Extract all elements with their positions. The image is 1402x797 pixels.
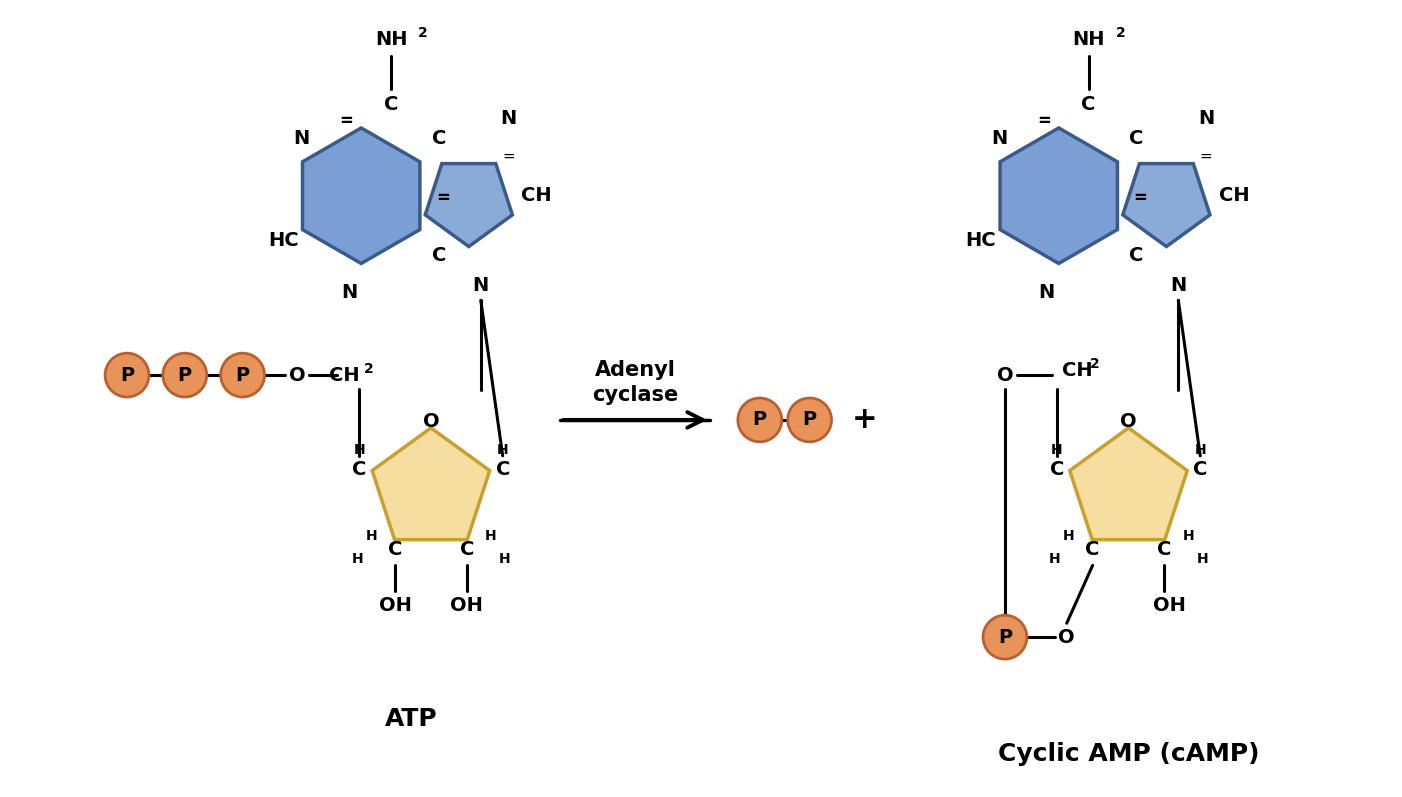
Polygon shape	[425, 163, 512, 246]
Polygon shape	[1070, 428, 1187, 540]
Circle shape	[737, 398, 782, 442]
Text: H: H	[352, 552, 363, 567]
Text: H: H	[1063, 528, 1074, 543]
Text: CH: CH	[1061, 360, 1092, 379]
Text: OH: OH	[1152, 596, 1186, 614]
Text: Cyclic AMP (cAMP): Cyclic AMP (cAMP)	[998, 742, 1259, 766]
Text: O: O	[1059, 628, 1075, 646]
Polygon shape	[1000, 128, 1117, 264]
Text: C: C	[352, 460, 366, 479]
Circle shape	[163, 353, 206, 397]
Text: N: N	[293, 129, 310, 148]
Text: 2: 2	[1089, 357, 1099, 371]
Circle shape	[983, 615, 1026, 659]
Text: N: N	[1171, 276, 1186, 295]
Text: HC: HC	[966, 231, 997, 250]
Text: C: C	[1193, 460, 1207, 479]
Text: C: C	[1157, 540, 1172, 559]
Text: C: C	[495, 460, 510, 479]
Text: N: N	[501, 109, 517, 128]
Text: C: C	[432, 246, 446, 265]
Text: =: =	[436, 189, 450, 206]
Text: N: N	[1039, 283, 1054, 302]
Circle shape	[105, 353, 149, 397]
Text: P: P	[802, 410, 817, 430]
Text: NH: NH	[1073, 29, 1105, 49]
Text: N: N	[1199, 109, 1214, 128]
Circle shape	[220, 353, 265, 397]
Text: H: H	[1049, 552, 1060, 567]
Text: P: P	[121, 366, 135, 385]
Text: OH: OH	[450, 596, 484, 614]
Text: P: P	[753, 410, 767, 430]
Text: HC: HC	[268, 231, 299, 250]
Text: C: C	[1050, 460, 1064, 479]
Text: =: =	[1134, 189, 1147, 206]
Text: +: +	[851, 406, 878, 434]
Text: H: H	[1195, 443, 1206, 457]
Text: CH: CH	[522, 186, 552, 205]
Text: P: P	[998, 628, 1012, 646]
Text: =: =	[502, 148, 515, 163]
Text: P: P	[178, 366, 192, 385]
Text: ATP: ATP	[384, 707, 437, 731]
Polygon shape	[1123, 163, 1210, 246]
Text: =: =	[339, 112, 353, 130]
Text: O: O	[997, 366, 1014, 385]
Text: H: H	[1182, 528, 1195, 543]
Polygon shape	[372, 428, 489, 540]
Text: 2: 2	[1116, 26, 1126, 41]
Text: 2: 2	[418, 26, 428, 41]
Text: C: C	[460, 540, 474, 559]
Text: CH: CH	[1218, 186, 1249, 205]
Text: OH: OH	[379, 596, 412, 614]
Text: H: H	[353, 443, 365, 457]
Text: CH: CH	[328, 366, 359, 385]
Text: C: C	[1085, 540, 1099, 559]
Text: C: C	[432, 129, 446, 148]
Text: O: O	[289, 366, 306, 385]
Text: P: P	[236, 366, 250, 385]
Text: C: C	[388, 540, 402, 559]
Text: =: =	[1037, 112, 1050, 130]
Text: C: C	[1129, 246, 1144, 265]
Text: N: N	[341, 283, 358, 302]
Text: NH: NH	[374, 29, 408, 49]
Polygon shape	[303, 128, 419, 264]
Text: =: =	[1200, 148, 1213, 163]
Text: C: C	[1129, 129, 1144, 148]
Circle shape	[788, 398, 831, 442]
Text: N: N	[472, 276, 489, 295]
Text: N: N	[991, 129, 1007, 148]
Text: Adenyl: Adenyl	[594, 360, 676, 380]
Text: H: H	[1052, 443, 1063, 457]
Text: O: O	[422, 412, 439, 431]
Text: C: C	[1081, 95, 1096, 113]
Text: H: H	[366, 528, 377, 543]
Text: cyclase: cyclase	[592, 385, 679, 405]
Text: H: H	[485, 528, 496, 543]
Text: H: H	[496, 443, 509, 457]
Text: C: C	[384, 95, 398, 113]
Text: H: H	[499, 552, 510, 567]
Text: O: O	[1120, 412, 1137, 431]
Text: 2: 2	[365, 362, 374, 376]
Text: H: H	[1196, 552, 1209, 567]
